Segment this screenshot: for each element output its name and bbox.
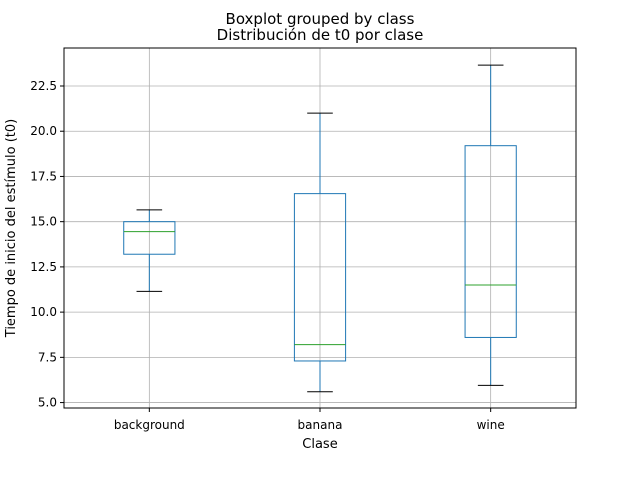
y-tick-label: 7.5 (38, 350, 57, 364)
y-tick-label: 22.5 (30, 79, 57, 93)
plot-area: 5.0 7.5 10.0 12.5 15.0 17.5 20.0 22.5 background… (30, 47, 577, 432)
x-tick-label: background (114, 418, 185, 432)
chart-title: Distribución de t0 por clase (217, 26, 424, 44)
chart-suptitle: Boxplot grouped by class (226, 10, 415, 28)
x-tick-label: banana (298, 418, 343, 432)
box-background (123, 221, 176, 255)
x-axis-label: Clase (302, 437, 337, 452)
y-tick-label: 10.0 (30, 305, 57, 319)
y-tick-label: 20.0 (30, 124, 57, 138)
y-tick-label: 12.5 (30, 260, 57, 274)
y-tick-label: 15.0 (30, 215, 57, 229)
box-wine (464, 145, 517, 338)
y-tick-label: 17.5 (30, 169, 57, 183)
y-tick-label: 5.0 (38, 396, 57, 410)
x-tick-label: wine (477, 418, 505, 432)
y-axis-label: Tiempo de inicio del estímulo (t0) (4, 119, 19, 338)
box-banana (293, 193, 347, 362)
